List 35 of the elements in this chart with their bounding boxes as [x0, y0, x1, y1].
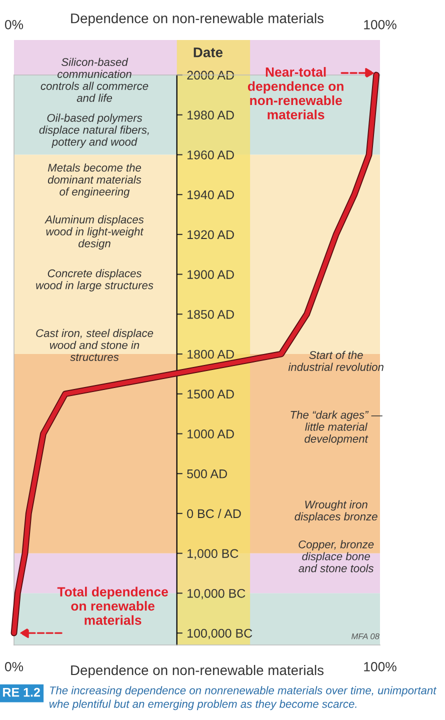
y-tick-label: 1920 AD	[188, 230, 234, 240]
y-tick-label: 1980 AD	[188, 110, 234, 120]
y-tick-label: 1900 AD	[188, 270, 234, 279]
annotation: Aluminum displaces wood in light-weight design	[44, 215, 144, 250]
y-axis-title: Date	[194, 48, 223, 58]
x2-tick-label: 100%	[364, 20, 396, 30]
y-tick-label: 1940 AD	[188, 190, 234, 200]
y-tick-label: 10,000 BC	[188, 588, 246, 600]
y-tick-label: 1850 AD	[188, 310, 234, 319]
y-tick-label: 1000 AD	[188, 430, 234, 438]
annotation: Silicon-based communication controls all commerce and life	[40, 58, 148, 102]
text: RE 1.2	[3, 688, 40, 697]
y-tick-label: 1,000 BC	[188, 549, 238, 560]
y-tick-label: 1800 AD	[188, 350, 234, 359]
annotation: Copper, bronze displace bone and stone tools	[298, 540, 374, 572]
x2-tick-label: 0%	[4, 20, 24, 30]
y-tick-label: 100,000 BC	[188, 628, 252, 640]
annotation: Start of the industrial revolution	[288, 350, 384, 371]
annotation: The “dark ages” — little material development	[290, 410, 382, 445]
x-axis-title: Dependence on non-renewable materials	[71, 664, 324, 678]
annotation: MFA 08	[351, 633, 380, 640]
annotation: Total dependence on renewable materials	[57, 586, 168, 625]
text: The increasing dependence on nonrenewable materials over time, unimportant whe plentiful but an emerging problem as they become scarce.	[50, 686, 437, 710]
annotation: Near-total dependence on non-renewable materials	[248, 67, 344, 120]
annotation: Concrete displaces wood in large structures	[36, 269, 154, 292]
annotation: Wrought iron displaces bronze	[294, 500, 378, 523]
y-tick-label: 1500 AD	[188, 390, 234, 399]
y-tick-label: 500 AD	[187, 469, 227, 478]
x2-axis-title: Dependence on non-renewable materials	[71, 13, 324, 26]
annotation: Cast iron, steel displace wood and stone in structures	[36, 328, 154, 361]
annotation: Metals become the dominant materials of engineering	[48, 163, 142, 198]
annotation: Oil-based polymers displace natural fibers, pottery and wood	[39, 114, 149, 148]
y-tick-label: 0 BC / AD	[187, 508, 241, 518]
y-tick-label: 1960 AD	[188, 150, 234, 160]
y-tick-label: 2000 AD	[187, 70, 234, 80]
